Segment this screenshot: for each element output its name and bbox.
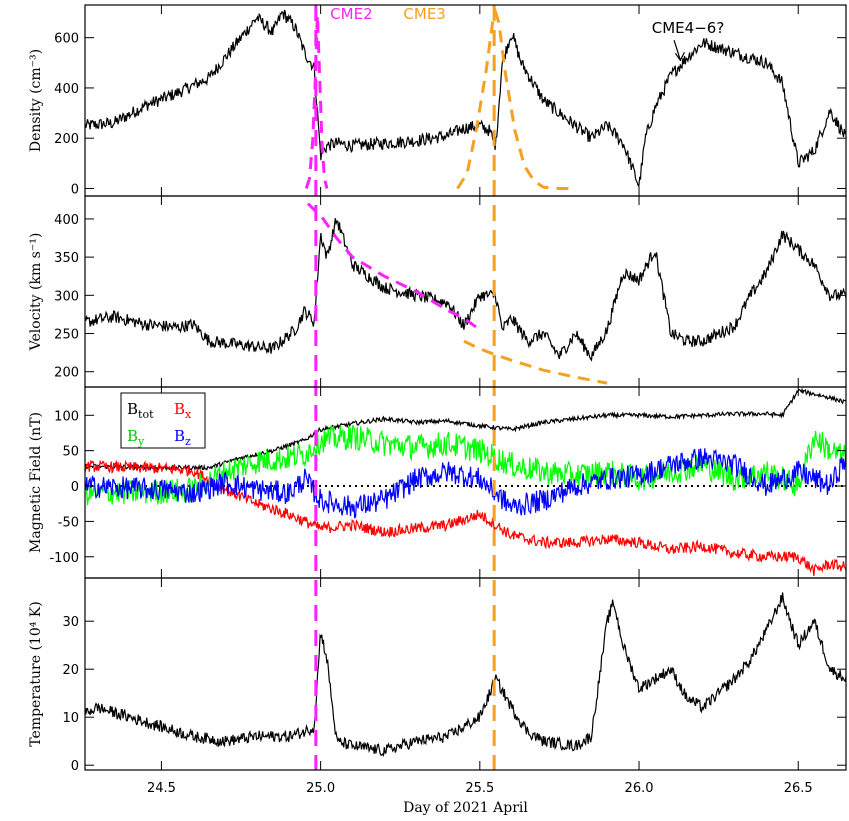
y-tick-label: 30 [62, 615, 79, 630]
legend-symbol: B [174, 400, 185, 418]
y-tick-label: 10 [62, 711, 79, 726]
legend-subscript: tot [138, 408, 154, 421]
model-curve-density [304, 15, 329, 189]
panel-density-frame [84, 4, 847, 197]
y-tick-label: 350 [54, 251, 79, 266]
annotation-arrow [673, 40, 681, 61]
y-tick-label: 200 [54, 132, 79, 147]
legend-subscript: z [185, 435, 191, 448]
x-tick-label: 25.5 [465, 781, 494, 796]
y-tick-label: 250 [54, 328, 79, 343]
axes-layer [84, 4, 847, 771]
panel-velocity-data [85, 218, 846, 362]
annotation-cme3: CME3 [403, 5, 445, 23]
x-tick-label: 25.0 [306, 781, 335, 796]
legend-symbol: B [127, 400, 138, 418]
legend-entry: Btot [127, 400, 154, 421]
series-magnetic-btot [85, 387, 846, 473]
x-tick-label: 26.0 [625, 781, 654, 796]
legend-entry: Bx [174, 400, 192, 421]
y-tick-label: -100 [49, 551, 79, 566]
y-tick-label: 100 [54, 409, 79, 424]
legend-entry: By [127, 427, 145, 448]
legend-box [120, 392, 206, 449]
y-tick-label: 50 [62, 445, 79, 460]
legend-symbol: B [127, 427, 138, 445]
legend-subscript: x [185, 408, 192, 421]
model-curve-velocity [463, 339, 608, 385]
y-tick-label: 20 [62, 663, 79, 678]
y-tick-label: 400 [54, 82, 79, 97]
y-axis-label: Density (cm⁻³) [28, 49, 44, 152]
series-density [85, 9, 846, 189]
y-tick-label: 300 [54, 289, 79, 304]
panel-magnetic-data [85, 387, 846, 577]
y-tick-label: 200 [54, 366, 79, 381]
model-curve-velocity [306, 202, 481, 331]
model-curve-density [456, 7, 576, 190]
series-magnetic-bz [85, 448, 846, 519]
y-tick-label: 0 [71, 480, 79, 495]
y-tick-label: 600 [54, 32, 79, 47]
y-axis-label: Temperature (10⁴ K) [28, 601, 44, 746]
x-tick-label: 26.5 [784, 781, 813, 796]
x-axis-label: Day of 2021 April [403, 800, 528, 816]
panel-temperature-frame [84, 577, 847, 771]
legend-subscript: y [137, 435, 145, 448]
annotation-cme2: CME2 [330, 5, 372, 23]
y-axis-label: Magnetic Field (nT) [28, 412, 44, 553]
y-axis-label: Velocity (km s⁻¹) [28, 233, 44, 352]
panel-velocity-frame [84, 195, 847, 388]
panel-temperature-data [85, 592, 846, 757]
series-magnetic-bx [85, 459, 846, 577]
annotation-arrowhead [674, 52, 685, 62]
annotation-cme46: CME4−6? [652, 19, 725, 37]
legend-entry: Bz [174, 427, 191, 448]
y-tick-label: -50 [58, 515, 79, 530]
series-velocity [85, 218, 846, 362]
y-tick-label: 0 [71, 759, 79, 774]
series-temperature [85, 592, 846, 757]
y-tick-label: 400 [54, 213, 79, 228]
y-tick-label: 0 [71, 182, 79, 197]
legend-symbol: B [174, 427, 185, 445]
x-tick-label: 24.5 [147, 781, 176, 796]
panel-density-data [85, 9, 846, 189]
